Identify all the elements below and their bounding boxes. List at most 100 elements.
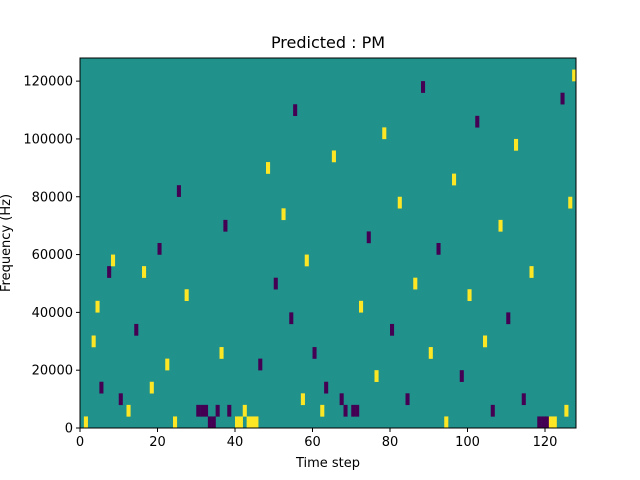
heatmap-cell bbox=[312, 347, 317, 359]
y-tick-label: 80000 bbox=[32, 190, 73, 205]
heatmap-cell bbox=[564, 404, 569, 417]
heatmap-cell bbox=[118, 393, 123, 406]
heatmap-cell bbox=[223, 219, 228, 232]
heatmap-cell bbox=[134, 323, 139, 336]
heatmap-cell bbox=[157, 243, 162, 255]
heatmap-cell bbox=[436, 243, 441, 255]
heatmap-cell bbox=[99, 381, 104, 394]
heatmap-cell bbox=[444, 416, 449, 429]
heatmap-cell bbox=[142, 266, 147, 278]
x-tick-label: 100 bbox=[455, 435, 480, 450]
heatmap-cell bbox=[293, 104, 298, 117]
x-tick-label: 20 bbox=[149, 435, 166, 450]
heatmap-cell bbox=[165, 358, 170, 371]
heatmap-cell bbox=[95, 300, 100, 313]
heatmap-cell bbox=[219, 347, 224, 359]
plot-frame bbox=[79, 57, 577, 429]
x-tick-label: 80 bbox=[382, 435, 399, 450]
y-tick-label: 100000 bbox=[23, 132, 73, 147]
y-axis-label: Frequency (Hz) bbox=[0, 194, 14, 292]
heatmap-cell bbox=[483, 335, 488, 348]
heatmap-cell bbox=[374, 370, 379, 382]
heatmap-cell bbox=[428, 347, 433, 359]
heatmap-cell bbox=[149, 381, 154, 394]
heatmap-cell bbox=[215, 404, 220, 417]
heatmap-cell bbox=[111, 254, 116, 267]
heatmap-cell bbox=[266, 162, 271, 174]
heatmap-cell bbox=[343, 404, 348, 417]
heatmap-cell bbox=[537, 416, 542, 429]
heatmap-cell bbox=[355, 404, 360, 417]
heatmap-cell bbox=[475, 115, 480, 128]
heatmap-cell bbox=[506, 312, 511, 325]
heatmap-cell bbox=[529, 266, 534, 278]
heatmap-cell bbox=[211, 416, 216, 429]
chart-title: Predicted : PM bbox=[271, 33, 385, 52]
heatmap-cell bbox=[273, 277, 278, 290]
heatmap-cell bbox=[258, 358, 263, 371]
heatmap-cell bbox=[300, 393, 305, 406]
heatmap-cell bbox=[91, 335, 96, 348]
heatmap-cell bbox=[552, 416, 557, 429]
x-tick-label: 120 bbox=[533, 435, 558, 450]
heatmap-cell bbox=[405, 393, 410, 406]
heatmap-cell bbox=[196, 404, 201, 417]
y-tick-label: 40000 bbox=[32, 306, 73, 321]
x-axis: 0 20 40 60 80 100 120 bbox=[76, 428, 558, 450]
heatmap-cell bbox=[324, 381, 329, 394]
heatmap-cell bbox=[548, 416, 553, 429]
heatmap-cell bbox=[250, 416, 255, 429]
heatmap-cell bbox=[207, 416, 212, 429]
heatmap-cell bbox=[83, 416, 88, 429]
heatmap-cell bbox=[200, 404, 205, 417]
heatmap-cell bbox=[304, 254, 309, 267]
heatmap-cell bbox=[498, 219, 503, 232]
x-tick-label: 40 bbox=[227, 435, 244, 450]
y-tick-label: 120000 bbox=[23, 75, 73, 90]
heatmap-cell bbox=[459, 370, 464, 382]
heatmap-cell bbox=[467, 289, 472, 302]
heatmap-cell bbox=[541, 416, 546, 429]
heatmap-cell bbox=[235, 416, 240, 429]
x-axis-label: Time step bbox=[295, 456, 360, 471]
y-tick-label: 0 bbox=[65, 422, 73, 437]
y-tick-label: 60000 bbox=[32, 248, 73, 263]
plot-area bbox=[79, 57, 577, 429]
heatmap-cell bbox=[173, 416, 178, 429]
heatmap-cell bbox=[560, 92, 565, 105]
x-tick-label: 0 bbox=[76, 435, 84, 450]
heatmap-cells bbox=[83, 69, 577, 429]
heatmap-background bbox=[80, 58, 576, 428]
heatmap-cell bbox=[413, 277, 418, 290]
heatmap-cell bbox=[227, 404, 232, 417]
heatmap-cell bbox=[572, 69, 577, 82]
heatmap-cell bbox=[320, 404, 325, 417]
heatmap-cell bbox=[281, 208, 286, 221]
heatmap-cell bbox=[351, 404, 356, 417]
heatmap-cell bbox=[421, 81, 426, 93]
heatmap-cell bbox=[514, 138, 519, 151]
heatmap-cell bbox=[452, 173, 457, 186]
heatmap-cell bbox=[289, 312, 294, 325]
heatmap-cell bbox=[490, 404, 495, 417]
heatmap-cell bbox=[246, 416, 251, 429]
heatmap-cell bbox=[568, 196, 573, 209]
heatmap-cell bbox=[366, 231, 371, 244]
y-axis: 0 20000 40000 60000 80000 100000 120000 bbox=[23, 75, 80, 437]
heatmap-cell bbox=[382, 127, 387, 140]
heatmap-cell bbox=[107, 266, 112, 278]
heatmap-cell bbox=[359, 300, 364, 313]
heatmap-cell bbox=[521, 393, 526, 406]
heatmap-cell bbox=[184, 289, 189, 302]
heatmap-cell bbox=[339, 393, 344, 406]
x-tick-label: 60 bbox=[304, 435, 321, 450]
heatmap-cell bbox=[126, 404, 131, 417]
heatmap-cell bbox=[390, 323, 395, 336]
y-tick-label: 20000 bbox=[32, 364, 73, 379]
heatmap-cell bbox=[254, 416, 259, 429]
heatmap-cell bbox=[397, 196, 402, 209]
heatmap-cell bbox=[176, 185, 181, 197]
heatmap-cell bbox=[331, 150, 336, 163]
heatmap-cell bbox=[242, 404, 247, 417]
